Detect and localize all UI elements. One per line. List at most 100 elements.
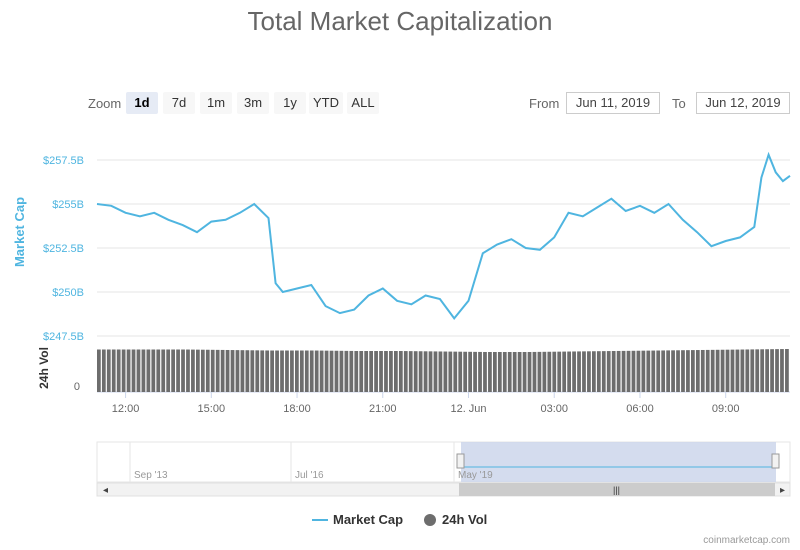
volume-bar (369, 351, 373, 392)
navigator-tick-label: Sep '13 (134, 470, 168, 481)
y-tick-label: $257.5B (43, 155, 84, 167)
volume-bar (196, 349, 200, 392)
volume-bar (265, 350, 270, 392)
volume-bar (215, 349, 220, 392)
volume-bar (141, 349, 146, 392)
volume-bar (572, 351, 576, 392)
volume-bar (205, 349, 210, 392)
volume-bar (255, 350, 260, 392)
volume-axis-title: 24h Vol (37, 347, 51, 389)
volume-bar (765, 349, 769, 392)
volume-bar (601, 351, 606, 392)
scrollbar-thumb[interactable] (459, 483, 775, 496)
volume-bar (295, 350, 299, 392)
volume-bar (403, 351, 408, 392)
volume-bar (329, 350, 334, 392)
volume-bar (542, 351, 547, 392)
legend-item-volume[interactable]: 24h Vol (424, 512, 487, 527)
volume-bar (181, 349, 185, 392)
credit-link[interactable]: coinmarketcap.com (703, 535, 790, 546)
legend-item-market-cap[interactable]: Market Cap (312, 512, 403, 527)
volume-axis-tick: 0 (74, 381, 80, 393)
volume-bar (453, 351, 458, 392)
navigator-selection[interactable] (461, 442, 776, 482)
from-label: From (529, 96, 560, 111)
x-tick-label: 03:00 (540, 403, 568, 415)
volume-bar (235, 350, 240, 392)
chart-title: Total Market Capitalization (247, 6, 553, 36)
volume-bar (438, 351, 443, 392)
zoom-button-1d[interactable]: 1d (126, 92, 158, 114)
zoom-button-1m[interactable]: 1m (200, 92, 232, 114)
volume-bar (349, 350, 354, 392)
from-date-input[interactable]: Jun 11, 2019 (566, 92, 660, 114)
volume-bar (126, 349, 131, 392)
volume-bar (577, 351, 581, 392)
volume-bar (319, 350, 324, 392)
zoom-button-ytd[interactable]: YTD (309, 92, 343, 114)
y-axis-title: Market Cap (12, 197, 27, 267)
volume-bar (166, 349, 171, 392)
volume-columns (97, 349, 789, 392)
volume-bar (626, 350, 631, 392)
volume-bar (379, 351, 383, 392)
volume-bar (785, 349, 789, 392)
zoom-button-all[interactable]: ALL (347, 92, 379, 114)
volume-bar (111, 349, 116, 392)
scroll-left-arrow-icon[interactable]: ◂ (103, 485, 108, 496)
volume-bar (770, 349, 774, 392)
volume-bar (488, 352, 492, 392)
volume-bar (275, 350, 279, 392)
volume-bar (473, 351, 477, 392)
navigator-left-handle[interactable] (456, 453, 465, 469)
volume-bar (463, 351, 468, 392)
scrollbar-grip-icon[interactable]: ||| (613, 485, 620, 495)
x-tick-label: 12:00 (112, 403, 140, 415)
market-cap-line (96, 151, 791, 321)
scroll-right-arrow-icon[interactable]: ▸ (780, 485, 785, 496)
volume-bar (121, 349, 126, 392)
zoom-button-7d[interactable]: 7d (163, 92, 195, 114)
volume-bar (507, 352, 512, 392)
volume-bar (681, 350, 685, 392)
volume-bar (131, 349, 136, 392)
volume-bar (537, 351, 542, 392)
volume-bar (191, 349, 195, 392)
volume-bar (646, 350, 651, 392)
x-tick-label: 18:00 (283, 403, 311, 415)
volume-bar (344, 350, 349, 392)
volume-bar (483, 351, 487, 392)
volume-bar (616, 350, 621, 392)
volume-bar (398, 351, 403, 392)
volume-bar (260, 350, 265, 392)
y-tick-label: $247.5B (43, 331, 84, 343)
y-axis: Market Cap 24h Vol 0 $257.5B $255B $252.5B… (12, 155, 84, 393)
volume-bar (146, 349, 151, 392)
volume-bar (755, 349, 760, 392)
to-date-input[interactable]: Jun 12, 2019 (696, 92, 790, 114)
volume-bar (735, 349, 740, 392)
volume-bar (587, 351, 591, 392)
volume-bar (582, 351, 586, 392)
volume-bar (374, 351, 378, 392)
volume-bar (745, 349, 750, 392)
volume-bar (136, 349, 141, 392)
navigator-right-handle[interactable] (771, 453, 780, 469)
volume-bar (478, 351, 482, 392)
volume-bar (497, 352, 502, 392)
zoom-button-1y[interactable]: 1y (274, 92, 306, 114)
volume-bar (458, 351, 463, 392)
volume-bar (730, 349, 735, 392)
x-tick-label: 09:00 (712, 403, 740, 415)
volume-bar (200, 349, 205, 392)
volume-bar (240, 350, 245, 392)
zoom-button-3m[interactable]: 3m (237, 92, 269, 114)
volume-bar (656, 350, 661, 392)
volume-bar (339, 350, 344, 392)
y-tick-label: $255B (52, 199, 84, 211)
volume-bar (517, 352, 522, 392)
navigator-tick-label: May '19 (458, 470, 493, 481)
navigator-tick-label: Jul '16 (295, 470, 324, 481)
volume-bar (641, 350, 646, 392)
